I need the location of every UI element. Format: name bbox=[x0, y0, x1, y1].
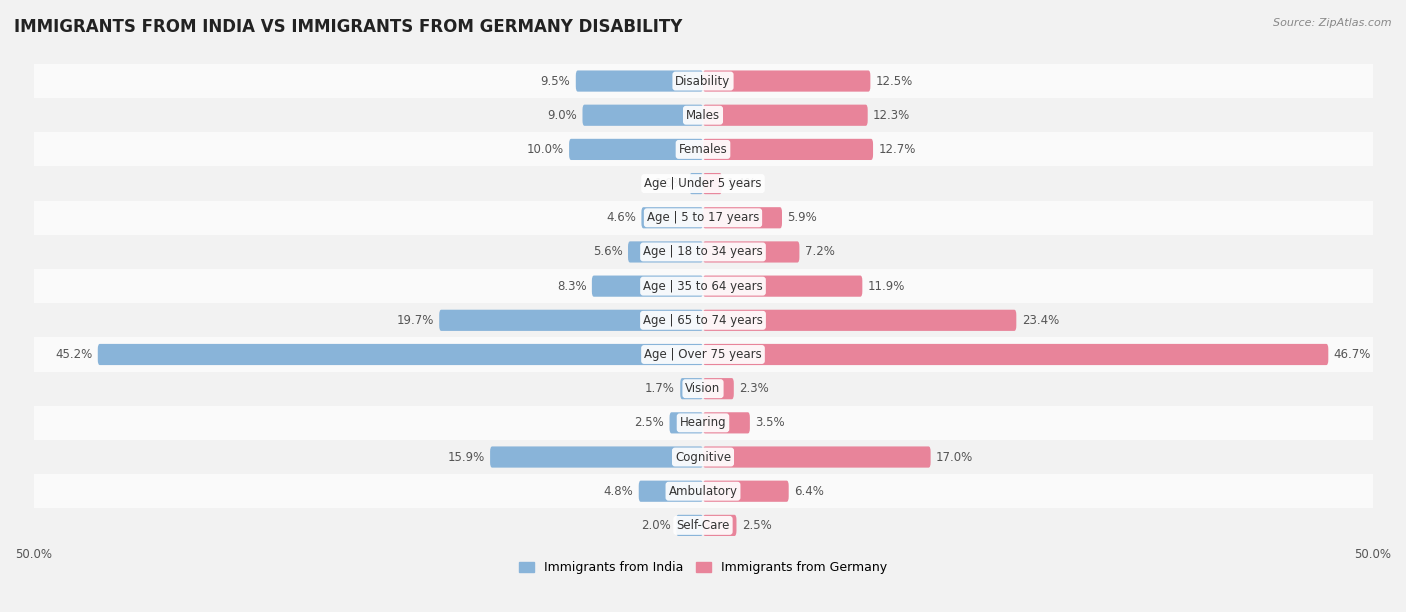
Text: 6.4%: 6.4% bbox=[794, 485, 824, 498]
FancyBboxPatch shape bbox=[703, 480, 789, 502]
Bar bbox=[34, 235, 1372, 269]
Text: Vision: Vision bbox=[685, 382, 721, 395]
Text: Ambulatory: Ambulatory bbox=[668, 485, 738, 498]
FancyBboxPatch shape bbox=[703, 207, 782, 228]
FancyBboxPatch shape bbox=[582, 105, 703, 126]
Bar bbox=[34, 406, 1372, 440]
Text: 2.5%: 2.5% bbox=[634, 416, 664, 430]
FancyBboxPatch shape bbox=[439, 310, 703, 331]
Text: 1.4%: 1.4% bbox=[727, 177, 756, 190]
FancyBboxPatch shape bbox=[703, 344, 1329, 365]
Bar bbox=[34, 303, 1372, 337]
Bar bbox=[34, 337, 1372, 371]
FancyBboxPatch shape bbox=[703, 173, 721, 194]
Bar bbox=[34, 371, 1372, 406]
Text: Age | Under 5 years: Age | Under 5 years bbox=[644, 177, 762, 190]
FancyBboxPatch shape bbox=[703, 275, 862, 297]
FancyBboxPatch shape bbox=[703, 241, 800, 263]
Text: Disability: Disability bbox=[675, 75, 731, 88]
FancyBboxPatch shape bbox=[641, 207, 703, 228]
Bar bbox=[34, 269, 1372, 303]
FancyBboxPatch shape bbox=[669, 412, 703, 433]
Text: Hearing: Hearing bbox=[679, 416, 727, 430]
FancyBboxPatch shape bbox=[681, 378, 703, 399]
FancyBboxPatch shape bbox=[703, 378, 734, 399]
Text: 2.5%: 2.5% bbox=[742, 519, 772, 532]
Text: 2.0%: 2.0% bbox=[641, 519, 671, 532]
Text: Cognitive: Cognitive bbox=[675, 450, 731, 463]
Text: 4.6%: 4.6% bbox=[606, 211, 636, 224]
Text: 7.2%: 7.2% bbox=[804, 245, 835, 258]
FancyBboxPatch shape bbox=[676, 515, 703, 536]
Text: 4.8%: 4.8% bbox=[603, 485, 633, 498]
FancyBboxPatch shape bbox=[569, 139, 703, 160]
Bar bbox=[34, 201, 1372, 235]
Bar bbox=[34, 98, 1372, 132]
Text: Age | 5 to 17 years: Age | 5 to 17 years bbox=[647, 211, 759, 224]
FancyBboxPatch shape bbox=[689, 173, 703, 194]
Text: Age | 65 to 74 years: Age | 65 to 74 years bbox=[643, 314, 763, 327]
Bar bbox=[34, 440, 1372, 474]
FancyBboxPatch shape bbox=[98, 344, 703, 365]
Text: Females: Females bbox=[679, 143, 727, 156]
Text: 5.9%: 5.9% bbox=[787, 211, 817, 224]
FancyBboxPatch shape bbox=[628, 241, 703, 263]
FancyBboxPatch shape bbox=[703, 446, 931, 468]
Text: 8.3%: 8.3% bbox=[557, 280, 586, 293]
Text: 11.9%: 11.9% bbox=[868, 280, 905, 293]
FancyBboxPatch shape bbox=[703, 515, 737, 536]
FancyBboxPatch shape bbox=[703, 70, 870, 92]
Text: 23.4%: 23.4% bbox=[1022, 314, 1059, 327]
Text: 10.0%: 10.0% bbox=[527, 143, 564, 156]
FancyBboxPatch shape bbox=[576, 70, 703, 92]
Text: 3.5%: 3.5% bbox=[755, 416, 785, 430]
Text: 9.5%: 9.5% bbox=[541, 75, 571, 88]
FancyBboxPatch shape bbox=[638, 480, 703, 502]
Text: Self-Care: Self-Care bbox=[676, 519, 730, 532]
Text: 12.5%: 12.5% bbox=[876, 75, 912, 88]
Text: 19.7%: 19.7% bbox=[396, 314, 434, 327]
Bar bbox=[34, 166, 1372, 201]
Text: 2.3%: 2.3% bbox=[740, 382, 769, 395]
Legend: Immigrants from India, Immigrants from Germany: Immigrants from India, Immigrants from G… bbox=[515, 556, 891, 580]
Text: Source: ZipAtlas.com: Source: ZipAtlas.com bbox=[1274, 18, 1392, 28]
Bar bbox=[34, 132, 1372, 166]
FancyBboxPatch shape bbox=[703, 412, 749, 433]
Text: 12.3%: 12.3% bbox=[873, 109, 910, 122]
Bar bbox=[34, 509, 1372, 542]
Text: Age | 18 to 34 years: Age | 18 to 34 years bbox=[643, 245, 763, 258]
FancyBboxPatch shape bbox=[703, 105, 868, 126]
Text: Age | 35 to 64 years: Age | 35 to 64 years bbox=[643, 280, 763, 293]
Bar bbox=[34, 474, 1372, 509]
FancyBboxPatch shape bbox=[592, 275, 703, 297]
Text: 9.0%: 9.0% bbox=[547, 109, 576, 122]
FancyBboxPatch shape bbox=[703, 310, 1017, 331]
Text: Age | Over 75 years: Age | Over 75 years bbox=[644, 348, 762, 361]
Text: 17.0%: 17.0% bbox=[936, 450, 973, 463]
Text: 12.7%: 12.7% bbox=[879, 143, 915, 156]
Text: 45.2%: 45.2% bbox=[55, 348, 93, 361]
Text: 1.7%: 1.7% bbox=[645, 382, 675, 395]
Text: 1.0%: 1.0% bbox=[655, 177, 685, 190]
Text: Males: Males bbox=[686, 109, 720, 122]
Text: 15.9%: 15.9% bbox=[447, 450, 485, 463]
FancyBboxPatch shape bbox=[703, 139, 873, 160]
Text: 46.7%: 46.7% bbox=[1334, 348, 1371, 361]
Text: 5.6%: 5.6% bbox=[593, 245, 623, 258]
Bar bbox=[34, 64, 1372, 98]
Text: IMMIGRANTS FROM INDIA VS IMMIGRANTS FROM GERMANY DISABILITY: IMMIGRANTS FROM INDIA VS IMMIGRANTS FROM… bbox=[14, 18, 682, 36]
FancyBboxPatch shape bbox=[491, 446, 703, 468]
